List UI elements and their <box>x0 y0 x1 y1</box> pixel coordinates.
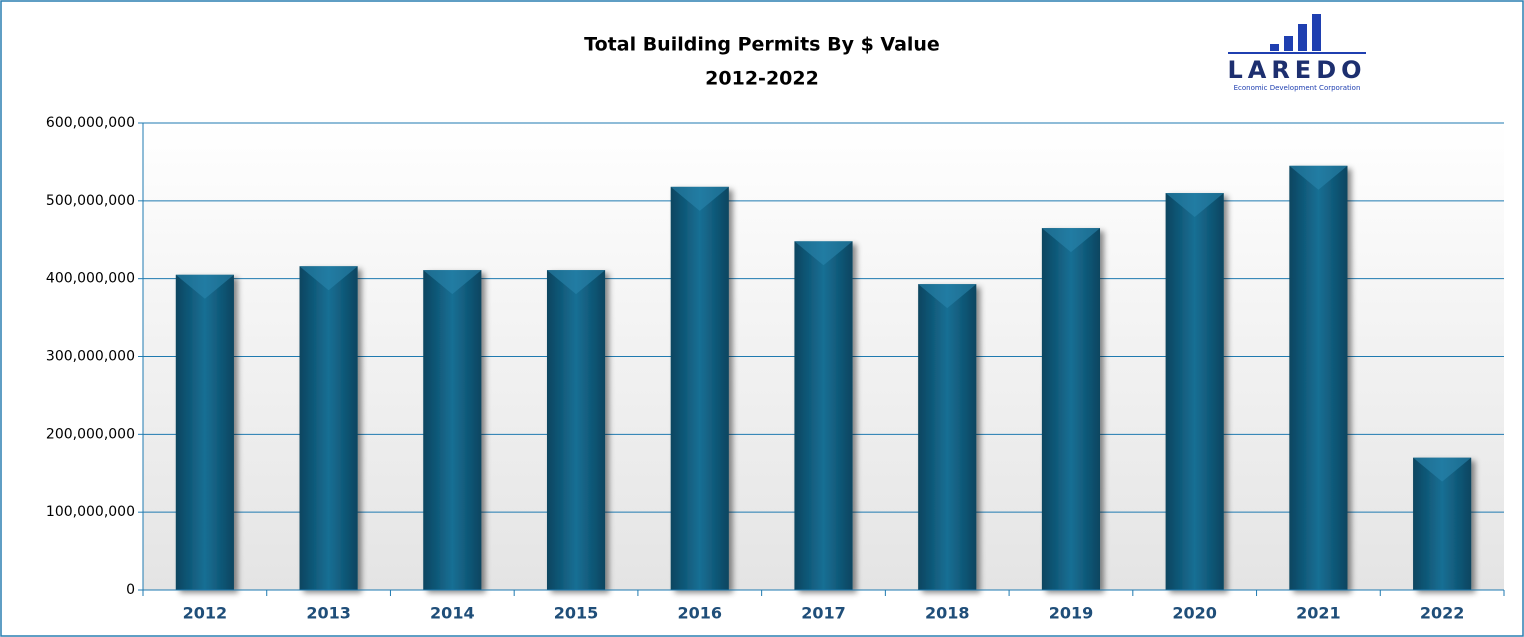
x-tick-label: 2012 <box>183 604 228 623</box>
chart-title: Total Building Permits By $ Value <box>584 34 940 56</box>
x-tick-label: 2013 <box>306 604 351 623</box>
y-tick-label: 300,000,000 <box>46 349 135 365</box>
y-tick-label: 0 <box>126 582 135 598</box>
bar <box>175 274 234 590</box>
logo-bar <box>1284 36 1293 51</box>
bar <box>670 186 729 590</box>
x-tick-label: 2014 <box>430 604 475 623</box>
x-tick-label: 2021 <box>1296 604 1341 623</box>
bar <box>918 284 977 590</box>
x-tick-label: 2020 <box>1172 604 1217 623</box>
bar <box>299 266 358 590</box>
bar-bevel <box>299 266 358 291</box>
bar <box>1289 165 1348 590</box>
logo-bar <box>1312 14 1321 51</box>
bar-bevel <box>794 241 853 266</box>
bar-bevel <box>1413 457 1472 482</box>
bar <box>423 270 482 590</box>
y-tick-label: 200,000,000 <box>46 426 135 442</box>
logo-tagline: Economic Development Corporation <box>1234 84 1361 92</box>
bar <box>794 241 853 590</box>
bar-bevel <box>918 284 977 309</box>
x-tick-label: 2022 <box>1420 604 1465 623</box>
bar-bevel <box>423 270 482 295</box>
bar-bevel <box>1289 165 1348 190</box>
chart-subtitle: 2012-2022 <box>705 68 819 90</box>
x-tick-label: 2018 <box>925 604 970 623</box>
bar <box>1041 228 1101 590</box>
x-tick-label: 2016 <box>678 604 723 623</box>
logo-bar <box>1270 44 1279 51</box>
x-tick-label: 2015 <box>554 604 599 623</box>
bar-bevel <box>1041 228 1101 253</box>
bar <box>1165 193 1224 591</box>
bar-bevel <box>546 270 606 295</box>
x-tick-label: 2017 <box>801 604 846 623</box>
y-tick-label: 100,000,000 <box>46 504 135 520</box>
bar-bevel <box>670 186 729 211</box>
y-tick-label: 600,000,000 <box>46 115 135 131</box>
x-tick-label: 2019 <box>1049 604 1094 623</box>
bar-bevel <box>175 274 234 299</box>
logo-bar <box>1298 24 1307 51</box>
y-tick-label: 500,000,000 <box>46 193 135 209</box>
logo: LAREDO Economic Development Corporation <box>1227 14 1366 92</box>
y-tick-label: 400,000,000 <box>46 271 135 287</box>
bar <box>546 270 606 590</box>
logo-name: LAREDO <box>1227 56 1366 84</box>
bar-bevel <box>1165 193 1224 218</box>
